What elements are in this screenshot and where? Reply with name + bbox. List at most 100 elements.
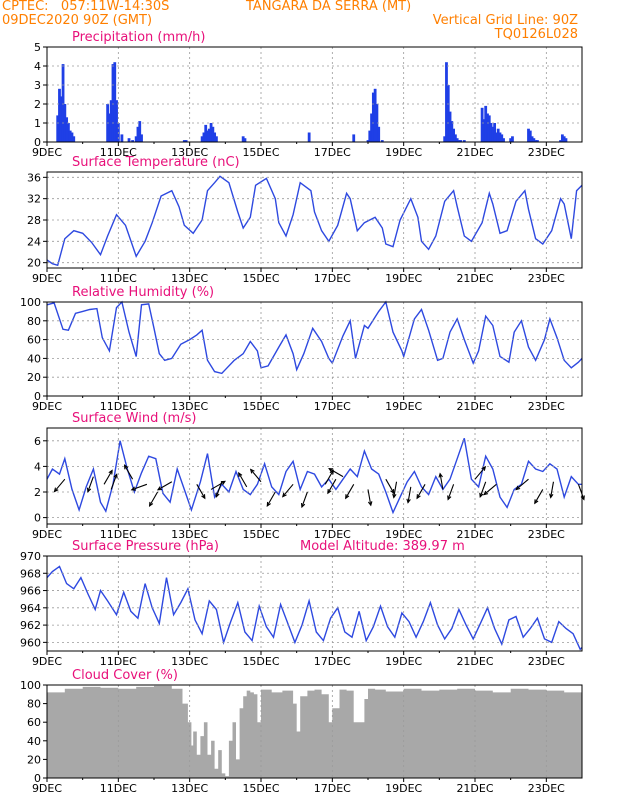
cloud-area: [47, 685, 582, 778]
precip-xtick-label: 19DEC: [385, 146, 422, 159]
precip-ytick-label: 1: [34, 117, 41, 130]
precip-bar: [209, 123, 213, 142]
precip-bar: [455, 138, 459, 142]
wind-xtick-label: 11DEC: [100, 528, 137, 541]
wind-title: Surface Wind (m/s): [72, 411, 196, 426]
wind-arrow: [210, 480, 226, 490]
wind-arrow: [550, 481, 555, 498]
precip-bar: [184, 140, 188, 142]
precip-bar: [452, 128, 455, 142]
wind-xtick-label: 19DEC: [385, 528, 422, 541]
temp-ytick-label: 24: [27, 235, 41, 248]
rh-ytick-label: 40: [27, 352, 41, 365]
precip-bar: [509, 138, 513, 142]
cloud-frame: [46, 684, 583, 779]
rh-xtick-label: 13DEC: [171, 400, 208, 413]
pres-title: Surface Pressure (hPa): [72, 539, 219, 554]
precip-bar: [136, 126, 140, 142]
wind-arrow: [367, 489, 372, 506]
header-model-id: TQ0126L028: [494, 27, 578, 42]
precip-bar: [65, 117, 69, 142]
wind-xtick-label: 23DEC: [528, 528, 565, 541]
rh-xtick-label: 11DEC: [100, 400, 137, 413]
pres-xtick-label: 15DEC: [242, 655, 279, 668]
precip-bar: [63, 104, 67, 142]
temp-xtick-label: 21DEC: [456, 272, 493, 285]
precip-bar: [459, 140, 463, 142]
cloud-xtick-label: 21DEC: [456, 782, 493, 795]
wind-arrows: [53, 464, 585, 509]
wind-arrow-head: [53, 487, 59, 493]
precip-bar: [564, 138, 568, 142]
wind-arrow-head: [328, 467, 334, 473]
temp-title: Surface Temperature (nC): [72, 155, 240, 170]
wind-arrow-head: [534, 499, 539, 505]
temp-series-line: [46, 175, 583, 267]
precip-ytick-label: 4: [34, 60, 41, 73]
wind-arrow-head: [327, 489, 332, 495]
precip-xtick-label: 23DEC: [528, 146, 565, 159]
precip-bar: [502, 138, 505, 142]
wind-arrow-head: [345, 494, 350, 500]
precip-bar: [108, 113, 111, 142]
cloud-ytick-label: 0: [34, 772, 41, 785]
precip-bar: [534, 140, 538, 142]
precip-bar: [70, 132, 74, 142]
wind-arrow-head: [549, 493, 554, 499]
cloud-xtick-label: 13DEC: [171, 782, 208, 795]
precip-bar: [446, 85, 450, 142]
precip-bar: [457, 140, 461, 142]
cloud-ytick-label: 20: [27, 753, 41, 766]
wind-xtick-label: 21DEC: [456, 528, 493, 541]
pres-ytick-label: 966: [20, 585, 41, 598]
wind-arrow-head: [406, 498, 411, 504]
rh-xtick-label: 23DEC: [528, 400, 565, 413]
cloud-xtick-label: 11DEC: [100, 782, 137, 795]
wind-arrow: [483, 483, 497, 496]
wind-arrow: [238, 472, 248, 488]
precip-bar: [72, 136, 76, 142]
precip-bar: [559, 140, 562, 142]
wind-ytick-label: 0: [34, 512, 41, 525]
wind-arrow: [416, 484, 426, 499]
rh-ytick-label: 80: [27, 315, 41, 328]
cloud-ytick-label: 80: [27, 698, 41, 711]
precip-bar: [182, 140, 186, 142]
precip-bar: [527, 128, 530, 142]
precip-bar: [206, 130, 209, 142]
rh-ytick-label: 20: [27, 371, 41, 384]
precip-bar: [204, 124, 208, 142]
precip-bar: [532, 138, 536, 142]
wind-xtick-label: 13DEC: [171, 528, 208, 541]
precip-bar: [443, 136, 447, 142]
rh-ytick-label: 0: [34, 390, 41, 403]
precip-bar: [491, 126, 495, 142]
wind-arrow-head: [108, 469, 113, 475]
wind-arrow-head: [481, 465, 487, 471]
precip-title: Precipitation (mm/h): [72, 30, 205, 45]
precip-bar: [58, 88, 61, 142]
precip-bar: [493, 123, 497, 142]
wind-arrow: [439, 473, 444, 490]
wind-arrow: [215, 481, 223, 497]
cloud-xtick-label: 15DEC: [242, 782, 279, 795]
temp-panel: [43, 171, 583, 272]
rh-xtick-label: 15DEC: [242, 400, 279, 413]
wind-arrow-head: [215, 492, 220, 498]
wind-arrow-head: [201, 494, 206, 500]
precip-bar: [115, 100, 118, 142]
wind-series-line: [46, 437, 582, 515]
precip-bar: [200, 136, 204, 142]
wind-arrow: [131, 483, 148, 491]
wind-arrow: [301, 491, 308, 508]
precip-bar: [307, 132, 311, 142]
cloud-xtick-label: 23DEC: [528, 782, 565, 795]
cloud-panel: [43, 684, 583, 782]
precip-bar: [530, 136, 534, 142]
wind-arrow: [407, 486, 412, 503]
rh-title: Relative Humidity (%): [72, 285, 214, 300]
precip-bar: [366, 140, 370, 142]
cloud-ytick-label: 100: [20, 679, 41, 692]
rh-xtick-label: 9DEC: [32, 400, 62, 413]
wind-arrow: [534, 489, 544, 504]
